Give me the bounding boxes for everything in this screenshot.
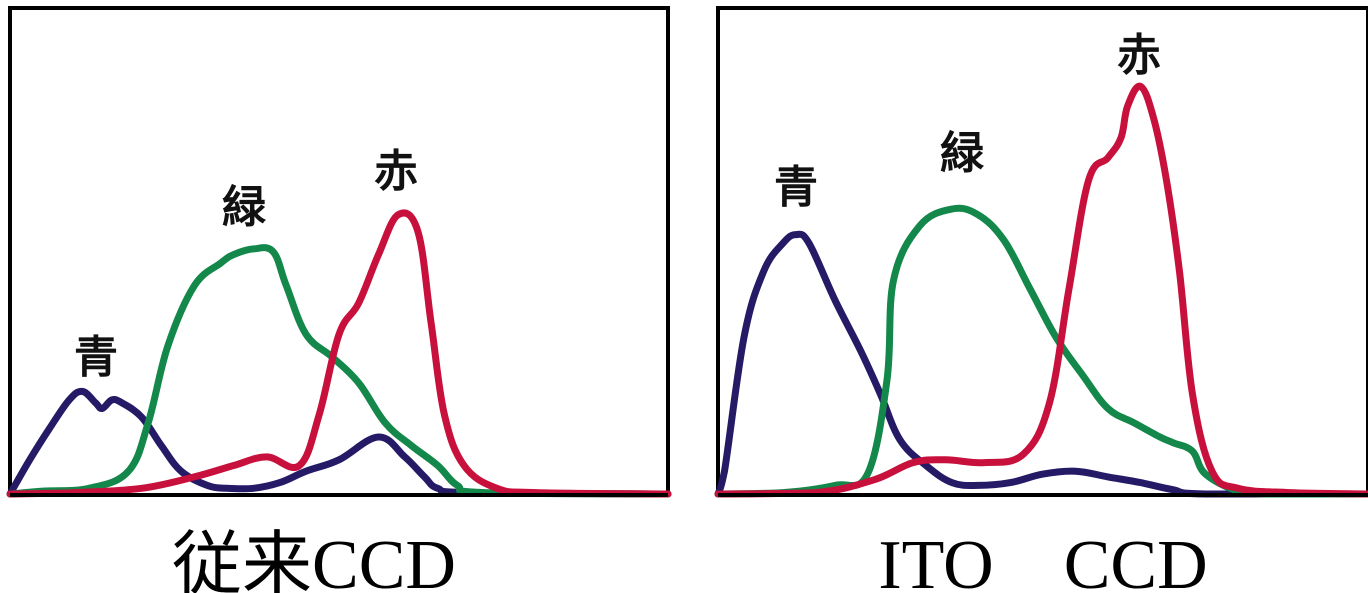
curves-group <box>6 209 672 498</box>
series-line-blue <box>6 387 672 498</box>
plot-frame <box>8 6 670 497</box>
series-label-blue: 青 <box>774 162 818 213</box>
series-label-blue: 青 <box>74 332 118 383</box>
series-line-blue <box>714 230 1368 498</box>
chart-panel-ito: 青 緑 赤 ITO CCD <box>714 6 1368 593</box>
series-label-red: 赤 <box>1117 30 1161 81</box>
series-label-green: 緑 <box>222 182 267 233</box>
chart-panel-conventional: 青 緑 赤 従来CCD <box>6 6 672 593</box>
chart-caption: ITO CCD <box>878 527 1207 593</box>
series-label-green: 緑 <box>940 128 985 179</box>
series-line-green <box>714 204 1368 498</box>
series-line-red <box>6 209 672 498</box>
labels-group: 青 緑 赤 <box>74 146 418 383</box>
curves-group <box>714 82 1368 498</box>
series-label-red: 赤 <box>374 146 418 197</box>
series-line-green <box>6 244 672 498</box>
series-line-red <box>714 82 1368 498</box>
labels-group: 青 緑 赤 <box>774 30 1161 213</box>
chart-caption: 従来CCD <box>172 527 456 593</box>
